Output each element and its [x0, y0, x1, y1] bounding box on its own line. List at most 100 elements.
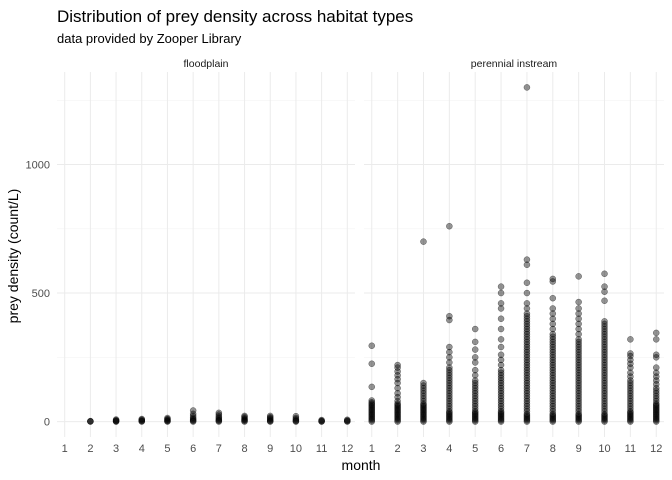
data-point [601, 333, 608, 341]
data-point [575, 384, 582, 392]
data-point [549, 372, 557, 379]
data-point [549, 369, 557, 376]
data-point [471, 338, 479, 346]
data-point [523, 390, 531, 397]
data-point [652, 395, 660, 402]
data-point [523, 320, 531, 328]
data-point [394, 393, 401, 401]
data-point [549, 351, 557, 358]
data-point [523, 395, 531, 402]
data-point [549, 390, 557, 397]
data-point [575, 400, 582, 407]
data-point [446, 384, 453, 392]
data-point [368, 383, 376, 391]
data-point [420, 387, 427, 394]
data-point [368, 342, 376, 349]
data-point [497, 372, 505, 379]
data-point [627, 387, 634, 394]
data-point [601, 377, 608, 384]
data-point [575, 364, 582, 371]
data-point [601, 336, 608, 343]
data-point [549, 356, 557, 364]
data-point [575, 310, 582, 317]
data-point [497, 289, 505, 297]
data-point [601, 297, 608, 305]
data-point [446, 364, 453, 371]
data-point [497, 390, 505, 397]
data-point [549, 408, 557, 415]
x-tick-label: 9 [267, 443, 273, 455]
data-point [446, 312, 453, 320]
data-point [601, 384, 608, 392]
data-point [549, 410, 557, 418]
data-point [420, 397, 427, 405]
data-point [497, 356, 505, 364]
data-point [601, 392, 608, 400]
data-point [549, 374, 557, 382]
data-point [523, 330, 531, 338]
data-point [471, 379, 479, 387]
x-tick-label: 11 [625, 443, 636, 455]
data-point [420, 395, 427, 402]
data-point [601, 338, 608, 346]
data-point [601, 288, 608, 296]
data-point [549, 387, 557, 394]
data-point [627, 382, 634, 389]
data-point [575, 315, 582, 323]
data-point [471, 382, 479, 389]
data-point [549, 400, 557, 407]
data-point [652, 364, 660, 371]
data-point [575, 390, 582, 397]
data-point [241, 412, 248, 420]
data-point [523, 323, 531, 330]
data-point [446, 377, 453, 384]
data-point [601, 387, 608, 394]
data-point [601, 400, 608, 407]
data-point [549, 402, 557, 410]
data-point [601, 320, 608, 328]
data-point [497, 369, 505, 376]
data-point [446, 316, 453, 324]
data-point [549, 395, 557, 402]
data-point [627, 384, 634, 392]
data-point [394, 372, 401, 379]
data-point [549, 382, 557, 389]
data-point [601, 351, 608, 358]
data-point [575, 346, 582, 353]
data-point [627, 369, 634, 376]
data-point [497, 379, 505, 387]
data-point [523, 374, 531, 382]
data-point [627, 395, 634, 402]
data-point [189, 410, 197, 418]
data-point [523, 400, 531, 407]
x-tick-label: 2 [87, 443, 93, 455]
y-tick-label: 1000 [26, 160, 50, 172]
data-point [652, 392, 660, 400]
data-point [575, 348, 582, 356]
data-point [549, 278, 557, 285]
data-point [523, 361, 531, 369]
data-point [575, 338, 582, 346]
x-tick-label: 1 [369, 443, 375, 455]
data-point [523, 318, 531, 325]
data-point [471, 325, 479, 333]
data-point [601, 397, 608, 405]
data-point [549, 338, 557, 346]
data-point [368, 360, 376, 367]
data-point [446, 395, 453, 402]
data-point [523, 343, 531, 351]
data-point [420, 400, 427, 407]
data-point [627, 379, 634, 387]
data-point [471, 392, 479, 400]
data-point [575, 410, 582, 418]
data-point [627, 400, 634, 407]
data-point [523, 392, 531, 400]
data-point [446, 354, 453, 361]
data-point [523, 338, 531, 346]
x-tick-label: 7 [524, 443, 530, 455]
data-point [497, 336, 505, 343]
x-tick-label: 4 [446, 443, 452, 455]
data-point [497, 374, 505, 382]
